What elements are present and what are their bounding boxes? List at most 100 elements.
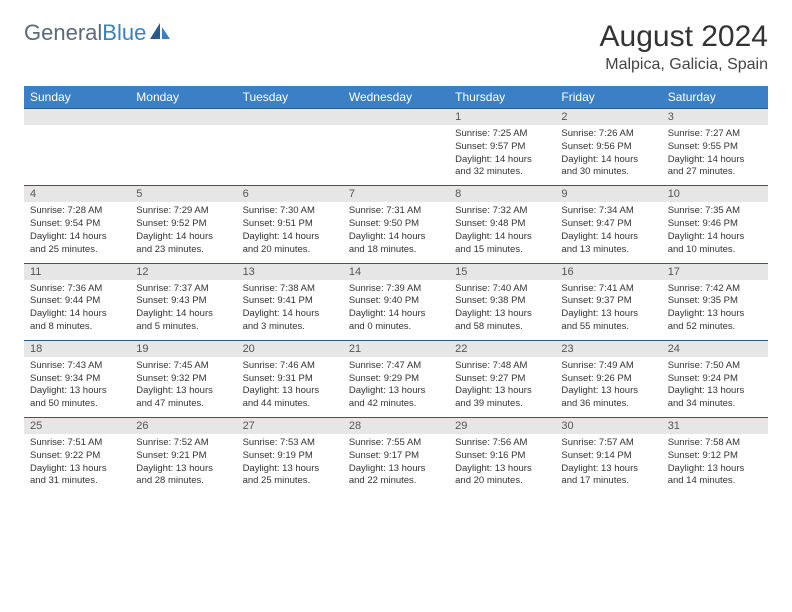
daylight-text: Daylight: 14 hours and 3 minutes. (243, 308, 337, 334)
daylight-text: Daylight: 13 hours and 44 minutes. (243, 385, 337, 411)
sunset-text: Sunset: 9:41 PM (243, 295, 337, 308)
daylight-text: Daylight: 14 hours and 13 minutes. (561, 231, 655, 257)
day-content: Sunrise: 7:38 AMSunset: 9:41 PMDaylight:… (237, 280, 343, 340)
calendar-day-cell: 31Sunrise: 7:58 AMSunset: 9:12 PMDayligh… (662, 418, 768, 495)
sunset-text: Sunset: 9:34 PM (30, 373, 124, 386)
day-content: Sunrise: 7:36 AMSunset: 9:44 PMDaylight:… (24, 280, 130, 340)
sunset-text: Sunset: 9:37 PM (561, 295, 655, 308)
day-content: Sunrise: 7:31 AMSunset: 9:50 PMDaylight:… (343, 202, 449, 262)
daylight-text: Daylight: 13 hours and 20 minutes. (455, 463, 549, 489)
day-content: Sunrise: 7:30 AMSunset: 9:51 PMDaylight:… (237, 202, 343, 262)
weekday-header: Friday (555, 86, 661, 109)
day-number: 18 (24, 341, 130, 357)
day-number: 30 (555, 418, 661, 434)
sunrise-text: Sunrise: 7:56 AM (455, 437, 549, 450)
sunset-text: Sunset: 9:16 PM (455, 450, 549, 463)
day-number: 25 (24, 418, 130, 434)
sunset-text: Sunset: 9:57 PM (455, 141, 549, 154)
day-content (343, 125, 449, 175)
daylight-text: Daylight: 13 hours and 58 minutes. (455, 308, 549, 334)
daylight-text: Daylight: 13 hours and 39 minutes. (455, 385, 549, 411)
calendar-day-cell: 24Sunrise: 7:50 AMSunset: 9:24 PMDayligh… (662, 340, 768, 417)
day-content: Sunrise: 7:42 AMSunset: 9:35 PMDaylight:… (662, 280, 768, 340)
sunset-text: Sunset: 9:27 PM (455, 373, 549, 386)
calendar-day-cell: 13Sunrise: 7:38 AMSunset: 9:41 PMDayligh… (237, 263, 343, 340)
day-content: Sunrise: 7:37 AMSunset: 9:43 PMDaylight:… (130, 280, 236, 340)
day-number: 20 (237, 341, 343, 357)
daylight-text: Daylight: 14 hours and 30 minutes. (561, 154, 655, 180)
daylight-text: Daylight: 14 hours and 18 minutes. (349, 231, 443, 257)
day-number: 29 (449, 418, 555, 434)
daylight-text: Daylight: 14 hours and 15 minutes. (455, 231, 549, 257)
weekday-header: Tuesday (237, 86, 343, 109)
sunrise-text: Sunrise: 7:43 AM (30, 360, 124, 373)
logo: GeneralBlue (24, 20, 172, 46)
day-number: 17 (662, 264, 768, 280)
logo-sail-icon (150, 21, 172, 46)
day-number (237, 109, 343, 125)
day-number: 19 (130, 341, 236, 357)
day-number: 28 (343, 418, 449, 434)
day-number: 14 (343, 264, 449, 280)
day-number: 12 (130, 264, 236, 280)
daylight-text: Daylight: 14 hours and 0 minutes. (349, 308, 443, 334)
day-number: 13 (237, 264, 343, 280)
sunset-text: Sunset: 9:43 PM (136, 295, 230, 308)
sunset-text: Sunset: 9:47 PM (561, 218, 655, 231)
sunrise-text: Sunrise: 7:47 AM (349, 360, 443, 373)
day-content (130, 125, 236, 175)
day-content: Sunrise: 7:27 AMSunset: 9:55 PMDaylight:… (662, 125, 768, 185)
day-number: 21 (343, 341, 449, 357)
day-number: 7 (343, 186, 449, 202)
day-content: Sunrise: 7:46 AMSunset: 9:31 PMDaylight:… (237, 357, 343, 417)
sunset-text: Sunset: 9:50 PM (349, 218, 443, 231)
calendar-week-row: 18Sunrise: 7:43 AMSunset: 9:34 PMDayligh… (24, 340, 768, 417)
day-content: Sunrise: 7:57 AMSunset: 9:14 PMDaylight:… (555, 434, 661, 494)
calendar-day-cell (343, 109, 449, 186)
day-number: 1 (449, 109, 555, 125)
day-number: 10 (662, 186, 768, 202)
day-content: Sunrise: 7:52 AMSunset: 9:21 PMDaylight:… (130, 434, 236, 494)
weekday-header: Saturday (662, 86, 768, 109)
calendar-day-cell: 11Sunrise: 7:36 AMSunset: 9:44 PMDayligh… (24, 263, 130, 340)
day-content: Sunrise: 7:56 AMSunset: 9:16 PMDaylight:… (449, 434, 555, 494)
sunrise-text: Sunrise: 7:46 AM (243, 360, 337, 373)
day-number: 11 (24, 264, 130, 280)
sunset-text: Sunset: 9:22 PM (30, 450, 124, 463)
calendar-week-row: 1Sunrise: 7:25 AMSunset: 9:57 PMDaylight… (24, 109, 768, 186)
sunset-text: Sunset: 9:26 PM (561, 373, 655, 386)
daylight-text: Daylight: 14 hours and 10 minutes. (668, 231, 762, 257)
weekday-header: Thursday (449, 86, 555, 109)
calendar-day-cell: 1Sunrise: 7:25 AMSunset: 9:57 PMDaylight… (449, 109, 555, 186)
day-content: Sunrise: 7:41 AMSunset: 9:37 PMDaylight:… (555, 280, 661, 340)
calendar-week-row: 25Sunrise: 7:51 AMSunset: 9:22 PMDayligh… (24, 418, 768, 495)
calendar-day-cell: 26Sunrise: 7:52 AMSunset: 9:21 PMDayligh… (130, 418, 236, 495)
weekday-header: Monday (130, 86, 236, 109)
day-number: 6 (237, 186, 343, 202)
daylight-text: Daylight: 14 hours and 23 minutes. (136, 231, 230, 257)
day-content: Sunrise: 7:47 AMSunset: 9:29 PMDaylight:… (343, 357, 449, 417)
day-number (24, 109, 130, 125)
day-content: Sunrise: 7:34 AMSunset: 9:47 PMDaylight:… (555, 202, 661, 262)
day-content: Sunrise: 7:43 AMSunset: 9:34 PMDaylight:… (24, 357, 130, 417)
title-block: August 2024 Malpica, Galicia, Spain (600, 20, 768, 74)
calendar-day-cell (237, 109, 343, 186)
sunrise-text: Sunrise: 7:55 AM (349, 437, 443, 450)
sunrise-text: Sunrise: 7:31 AM (349, 205, 443, 218)
logo-text: GeneralBlue (24, 20, 146, 46)
sunset-text: Sunset: 9:48 PM (455, 218, 549, 231)
sunset-text: Sunset: 9:52 PM (136, 218, 230, 231)
daylight-text: Daylight: 13 hours and 55 minutes. (561, 308, 655, 334)
daylight-text: Daylight: 14 hours and 8 minutes. (30, 308, 124, 334)
sunrise-text: Sunrise: 7:42 AM (668, 283, 762, 296)
daylight-text: Daylight: 13 hours and 17 minutes. (561, 463, 655, 489)
daylight-text: Daylight: 14 hours and 5 minutes. (136, 308, 230, 334)
daylight-text: Daylight: 14 hours and 27 minutes. (668, 154, 762, 180)
day-number: 31 (662, 418, 768, 434)
day-content (237, 125, 343, 175)
sunrise-text: Sunrise: 7:48 AM (455, 360, 549, 373)
daylight-text: Daylight: 13 hours and 25 minutes. (243, 463, 337, 489)
sunrise-text: Sunrise: 7:57 AM (561, 437, 655, 450)
calendar-day-cell (24, 109, 130, 186)
sunrise-text: Sunrise: 7:37 AM (136, 283, 230, 296)
